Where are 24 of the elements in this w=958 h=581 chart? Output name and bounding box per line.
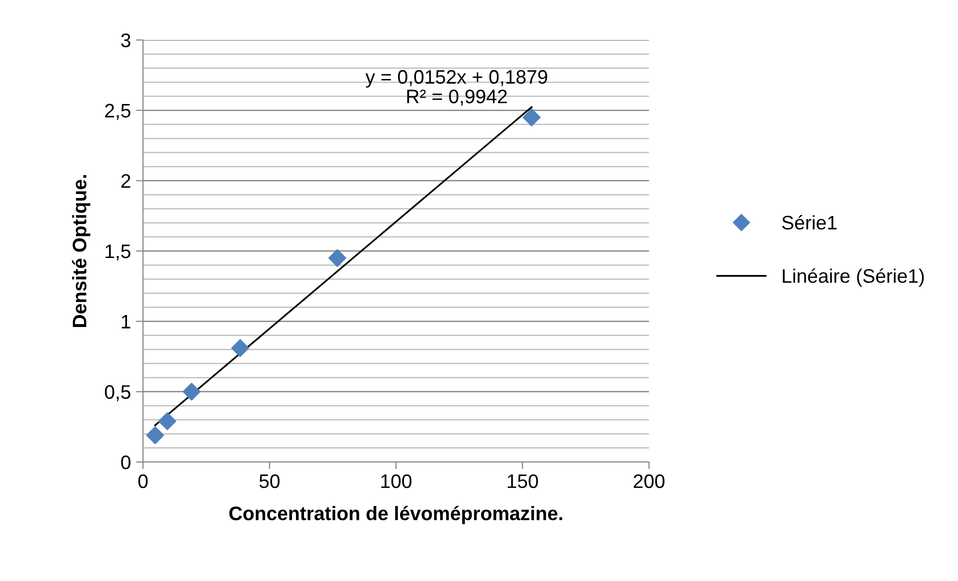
y-tick-label: 0,5	[104, 385, 130, 402]
y-tick-label: 0	[121, 455, 130, 470]
y-axis-title: Densité Optique.	[72, 175, 90, 327]
x-tick-label: 50	[259, 474, 280, 488]
point	[158, 412, 176, 430]
y-tick-label: 1,5	[106, 244, 130, 261]
y-tick-label: 2,5	[105, 104, 130, 120]
x-axis-title: Concentration de lévomépromazine.	[229, 506, 562, 524]
annotation: R² = 0,9942	[407, 90, 507, 106]
x-tick-label: 150	[508, 474, 538, 488]
point	[328, 249, 346, 267]
annotation: y = 0,0152x + 0,1879	[365, 70, 548, 88]
point	[182, 382, 200, 401]
point	[522, 108, 541, 126]
x-tick-label: 100	[381, 474, 412, 488]
legend-label: Linéaire (Série1)	[782, 268, 924, 287]
y-tick-label: 3	[121, 33, 130, 48]
x-tick-label: 200	[634, 474, 664, 488]
point	[231, 339, 250, 357]
point	[146, 426, 164, 444]
y-tick-label: 2	[121, 174, 130, 188]
legend-label: Série1	[782, 215, 837, 230]
y-tick-label: 1	[122, 315, 130, 328]
x-tick-label: 0	[138, 474, 148, 488]
